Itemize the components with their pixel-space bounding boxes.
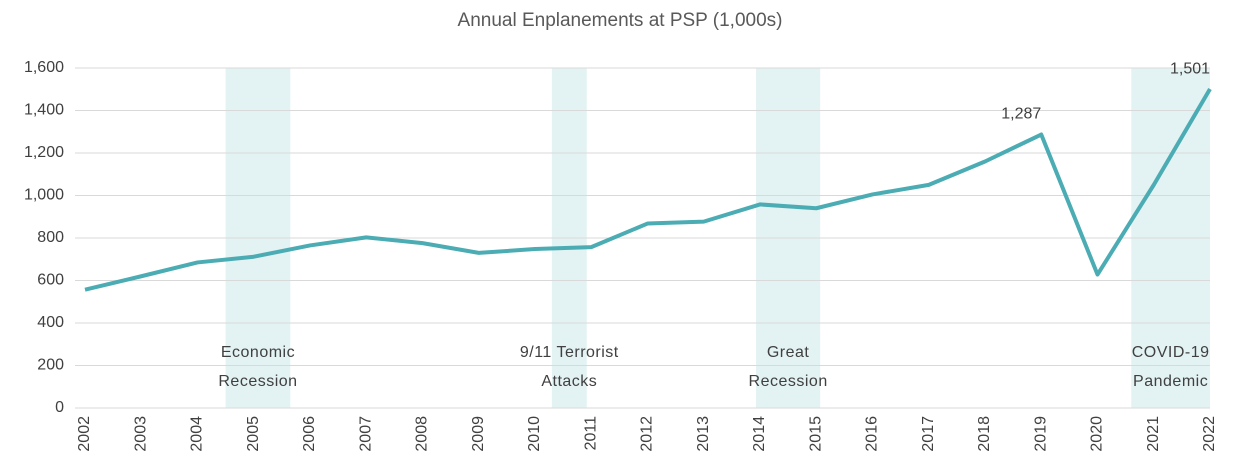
x-tick-label: 2007 [357,416,374,452]
x-tick-label: 2017 [920,416,937,452]
x-tick-label: 2021 [1145,416,1162,452]
x-tick-label: 2002 [76,416,93,452]
y-tick-label: 400 [37,314,64,331]
x-tick-label: 2008 [414,416,431,452]
data-label: 1,287 [1001,106,1041,123]
y-tick-label: 1,400 [24,102,64,119]
y-tick-label: 0 [55,399,64,416]
x-tick-label: 2022 [1201,416,1218,452]
y-tick-label: 600 [37,272,64,289]
region-label: Recession [749,373,828,390]
y-tick-label: 1,000 [24,187,64,204]
x-tick-label: 2005 [245,416,262,452]
x-tick-label: 2019 [1032,416,1049,452]
x-tick-label: 2004 [189,416,206,452]
region-label: Recession [218,373,297,390]
x-tick-label: 2011 [582,416,599,451]
region-label: Attacks [541,373,597,390]
x-tick-label: 2003 [132,416,149,452]
region-label: 9/11 Terrorist [520,344,619,361]
y-tick-label: 200 [37,357,64,374]
x-tick-label: 2009 [470,416,487,452]
x-tick-label: 2018 [976,416,993,452]
y-tick-label: 800 [37,229,64,246]
line [84,88,1212,292]
x-tick-label: 2014 [751,416,768,452]
chart-title: Annual Enplanements at PSP (1,000s) [458,10,783,31]
y-tick-label: 1,600 [24,59,64,76]
region-label: Pandemic [1133,373,1208,390]
y-tick-label: 1,200 [24,144,64,161]
x-tick-label: 2010 [526,416,543,452]
x-tick-label: 2020 [1089,416,1106,452]
data-label: 1,501 [1170,60,1210,77]
x-tick-label: 2015 [807,416,824,452]
region-label: Economic [221,344,295,361]
x-tick-label: 2013 [695,416,712,452]
region-label: COVID-19 [1132,344,1210,361]
x-tick-label: 2012 [639,416,656,452]
region-label: Great [767,344,810,361]
x-tick-label: 2016 [864,416,881,452]
x-tick-label: 2006 [301,416,318,452]
